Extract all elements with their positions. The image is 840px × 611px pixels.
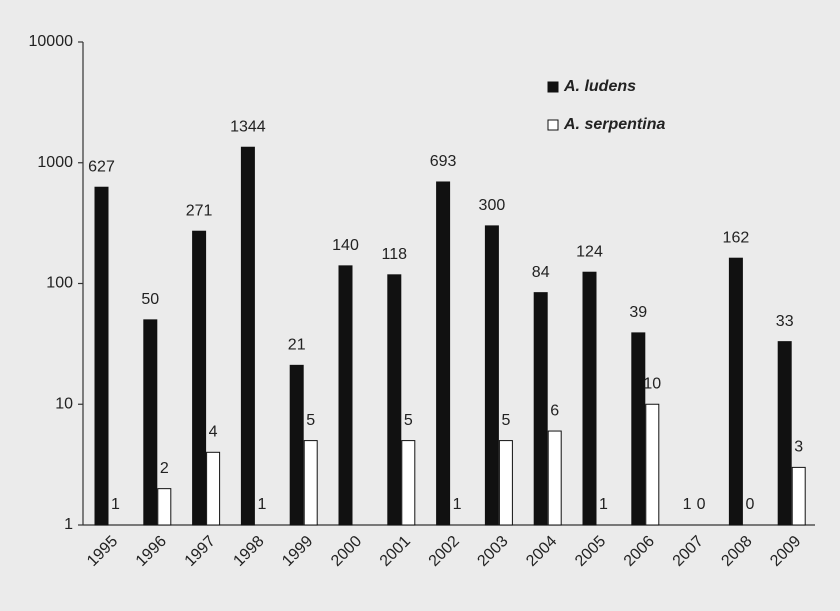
x-tick-label: 1999 xyxy=(279,533,316,570)
value-label: 271 xyxy=(186,202,213,219)
value-label: 5 xyxy=(404,412,413,429)
value-label: 300 xyxy=(479,197,506,214)
x-tick-label: 1995 xyxy=(84,533,121,570)
value-label: 4 xyxy=(209,424,218,441)
value-label: 140 xyxy=(332,237,359,254)
value-label: 39 xyxy=(629,304,647,321)
value-label: 3 xyxy=(794,439,803,456)
bar xyxy=(387,274,402,526)
bar xyxy=(338,265,353,526)
legend-text: A. serpentina xyxy=(563,116,665,133)
value-label: 627 xyxy=(88,158,115,175)
bar xyxy=(157,488,172,526)
x-tick-label: 2005 xyxy=(572,533,609,570)
bar xyxy=(777,341,792,526)
x-tick-label: 2004 xyxy=(523,533,560,570)
value-label: 1 xyxy=(599,496,608,513)
bar xyxy=(582,271,597,526)
bar xyxy=(401,440,416,526)
value-label: 162 xyxy=(723,229,750,246)
value-label: 693 xyxy=(430,153,457,170)
y-tick-label: 1 xyxy=(64,516,73,533)
legend-swatch xyxy=(547,81,559,93)
bar xyxy=(484,225,499,526)
legend-text: A. ludens xyxy=(563,78,636,95)
bar xyxy=(533,292,548,526)
x-tick-label: 2006 xyxy=(621,533,658,570)
y-tick-label: 100 xyxy=(46,275,73,292)
value-label: 10 xyxy=(643,375,661,392)
value-label: 50 xyxy=(141,291,159,308)
x-tick-label: 2002 xyxy=(426,533,463,570)
bar xyxy=(728,257,743,526)
x-tick-label: 1997 xyxy=(182,533,219,570)
x-tick-label: 2009 xyxy=(767,533,804,570)
bar xyxy=(547,430,562,526)
bar xyxy=(791,466,806,526)
x-tick-label: 2007 xyxy=(670,533,707,570)
bar xyxy=(192,230,207,526)
x-tick-label: 2000 xyxy=(328,533,365,570)
x-tick-label: 2003 xyxy=(474,533,511,570)
value-label: 118 xyxy=(382,246,408,263)
value-label: 1 xyxy=(111,496,120,513)
value-label: 1344 xyxy=(230,118,266,135)
bar xyxy=(436,181,451,526)
bar xyxy=(498,440,513,526)
value-label: 6 xyxy=(550,402,559,419)
x-tick-label: 1996 xyxy=(133,533,170,570)
value-label: 124 xyxy=(576,243,603,260)
x-tick-label: 2001 xyxy=(377,533,414,570)
bar xyxy=(303,440,318,526)
bar xyxy=(143,319,158,526)
x-tick-label: 2008 xyxy=(718,533,755,570)
value-label: 1 xyxy=(257,496,266,513)
value-label: 5 xyxy=(306,412,315,429)
bar xyxy=(240,146,255,526)
value-label: 0 xyxy=(697,496,706,513)
y-tick-label: 10000 xyxy=(29,33,74,50)
bar xyxy=(94,186,109,526)
bar xyxy=(206,451,221,526)
value-label: 1 xyxy=(453,496,462,513)
value-label: 21 xyxy=(288,337,306,354)
value-label: 0 xyxy=(745,496,754,513)
value-label: 1 xyxy=(683,496,692,513)
y-tick-label: 10 xyxy=(55,395,73,412)
value-label: 5 xyxy=(501,412,510,429)
bar xyxy=(289,364,304,526)
y-tick-label: 1000 xyxy=(37,154,73,171)
value-label: 2 xyxy=(160,460,169,477)
value-label: 84 xyxy=(532,264,550,281)
value-label: 33 xyxy=(776,313,794,330)
bar xyxy=(631,332,646,526)
x-tick-label: 1998 xyxy=(230,533,267,570)
legend-swatch xyxy=(547,119,559,131)
bar xyxy=(645,403,660,526)
